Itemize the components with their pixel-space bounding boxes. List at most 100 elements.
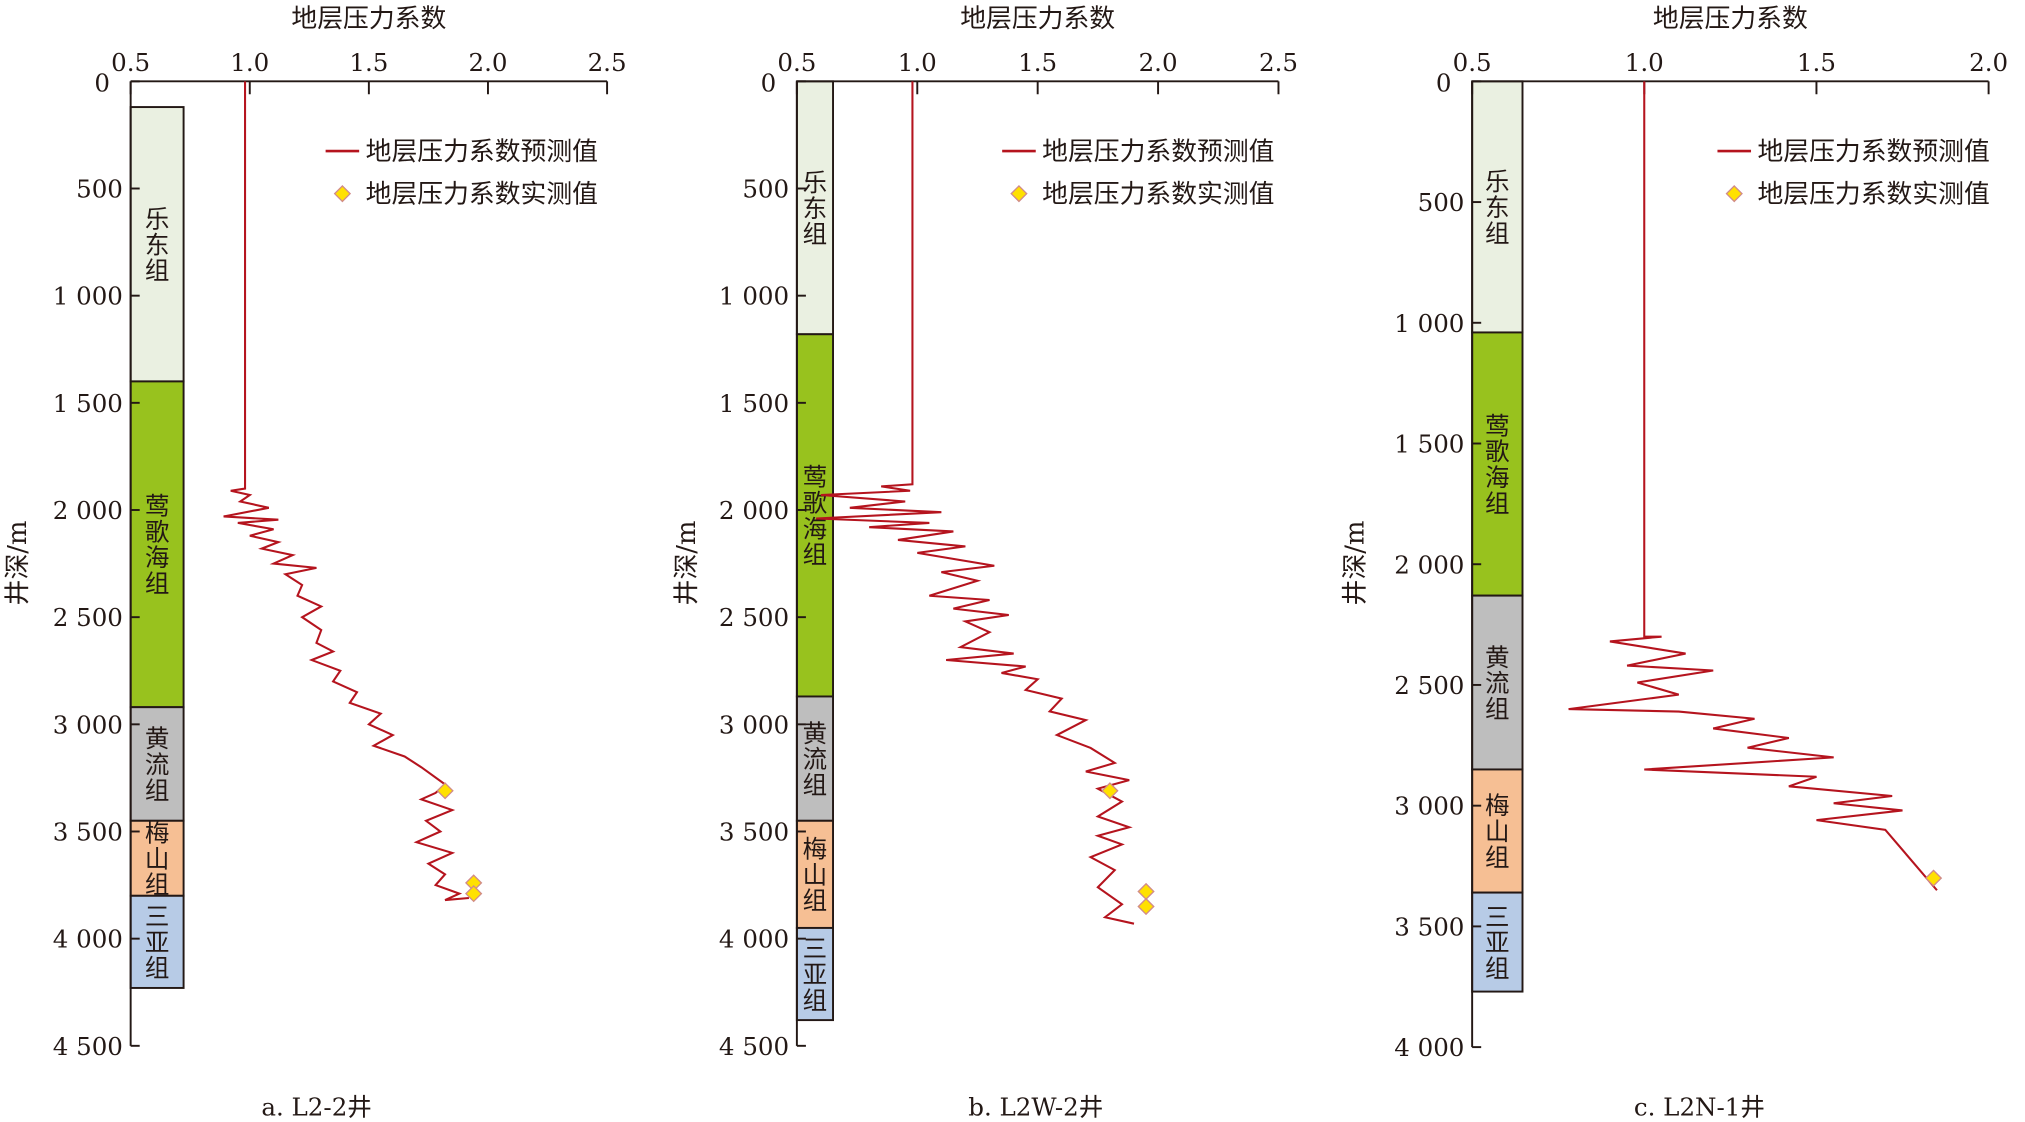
formation-label: 三亚组	[145, 902, 170, 983]
y-tick-label: 500	[76, 175, 123, 204]
formation-label: 梅山组	[1485, 791, 1510, 872]
formation-label-char: 组	[145, 569, 170, 598]
x-tick-label: 2.5	[1259, 48, 1298, 77]
formation-label-char: 组	[1485, 843, 1510, 872]
legend-measured-label: 地层压力系数实测值	[366, 180, 598, 210]
x-tick-label: 0.5	[111, 48, 150, 77]
x-axis-title: 地层压力系数	[960, 4, 1115, 34]
y-tick-label: 4 500	[719, 1032, 789, 1061]
formation-block	[795, 80, 835, 336]
x-axis-title: 地层压力系数	[291, 4, 446, 34]
formation-block	[129, 380, 185, 709]
x-tick-label: 1.5	[1797, 48, 1836, 77]
formation-label-char: 歌	[1485, 437, 1510, 466]
formation-label-char: 组	[803, 540, 828, 569]
formation-label: 莺歌海组	[803, 463, 828, 569]
legend-measured-label: 地层压力系数实测值	[1757, 180, 1989, 210]
y-tick-label: 4 000	[1394, 1033, 1464, 1062]
formation-label-char: 东	[1485, 193, 1510, 222]
formation-label-char: 东	[145, 230, 170, 259]
formation-label-char: 山	[145, 844, 170, 873]
formation-label-char: 流	[1485, 669, 1510, 698]
y-tick-label: 3 000	[719, 710, 789, 739]
panel-caption: b. L2W-2井	[968, 1093, 1103, 1122]
formation-label-char: 三	[145, 902, 170, 931]
y-tick-label: 1 500	[53, 389, 123, 418]
y-tick-label: 4 500	[53, 1032, 123, 1061]
measured-point	[1924, 869, 1943, 887]
formation-label-char: 组	[1485, 954, 1510, 983]
y-tick-label: 1 000	[53, 282, 123, 311]
formation-label-char: 莺	[1485, 411, 1510, 440]
formation-label-char: 组	[803, 886, 828, 915]
formation-label-char: 亚	[145, 928, 170, 957]
formation-label: 乐东组	[803, 168, 828, 249]
formation-label-char: 组	[1485, 489, 1510, 518]
y-tick-label: 1 500	[719, 389, 789, 418]
formation-label: 三亚组	[1485, 902, 1510, 983]
formation-label-char: 黄	[145, 724, 170, 753]
formation-label-char: 三	[803, 934, 828, 963]
formation-label-char: 流	[145, 750, 170, 779]
formation-label: 黄流组	[145, 724, 170, 805]
y-tick-label: 3 000	[53, 710, 123, 739]
x-tick-label: 2.0	[1139, 48, 1178, 77]
formation-label-char: 组	[803, 986, 828, 1015]
formation-block	[795, 819, 835, 929]
formation-label-char: 乐	[803, 168, 828, 197]
measured-point	[1101, 782, 1119, 800]
panel-caption: a. L2-2井	[261, 1093, 371, 1122]
formation-label-char: 东	[803, 194, 828, 223]
formation-block	[795, 695, 835, 822]
formation-label: 三亚组	[803, 934, 828, 1015]
formation-label: 黄流组	[1485, 643, 1510, 724]
predicted-series-line	[1568, 81, 1938, 891]
formation-label: 莺歌海组	[145, 492, 170, 598]
formation-label: 乐东组	[1485, 167, 1510, 248]
measured-point	[1137, 897, 1155, 916]
y-tick-label: 0	[94, 69, 110, 98]
formation-block	[1471, 331, 1524, 597]
y-tick-label: 1 000	[1394, 309, 1464, 338]
formation-label-char: 组	[145, 776, 170, 805]
formation-label-char: 黄	[1485, 643, 1510, 672]
formation-block	[795, 333, 835, 698]
y-tick-label: 3 000	[1394, 792, 1464, 821]
legend-predicted-label: 地层压力系数预测值	[1757, 137, 1989, 167]
formation-label: 莺歌海组	[1485, 411, 1510, 517]
y-tick-label: 2 500	[53, 603, 123, 632]
formation-label-char: 组	[1485, 219, 1510, 248]
formation-block	[129, 819, 185, 897]
formation-block	[1471, 594, 1524, 771]
formation-label: 黄流组	[803, 719, 828, 800]
y-tick-label: 500	[1418, 188, 1465, 217]
measured-point	[465, 884, 483, 903]
formation-label-char: 海	[145, 543, 170, 572]
x-tick-label: 2.0	[1969, 48, 2008, 77]
formation-label-char: 山	[803, 860, 828, 889]
y-tick-label: 4 000	[719, 925, 789, 954]
legend-predicted-label: 地层压力系数预测值	[1042, 137, 1274, 167]
formation-block	[795, 926, 835, 1022]
y-tick-label: 2 000	[719, 496, 789, 525]
x-tick-label: 1.5	[1018, 48, 1057, 77]
formation-label-char: 组	[145, 954, 170, 983]
legend-diamond-icon	[333, 185, 352, 203]
y-tick-label: 2 000	[1394, 550, 1464, 579]
formation-label-char: 山	[1485, 817, 1510, 846]
formation-label-char: 组	[145, 870, 170, 899]
measured-point	[1137, 882, 1155, 901]
x-axis-title: 地层压力系数	[1653, 4, 1808, 34]
legend-predicted-label: 地层压力系数预测值	[366, 137, 598, 167]
legend-measured-label: 地层压力系数实测值	[1042, 180, 1274, 210]
x-tick-label: 1.5	[349, 48, 388, 77]
legend-diamond-icon	[1725, 185, 1743, 203]
y-axis-title: 井深/m	[1341, 521, 1371, 606]
y-tick-label: 2 000	[53, 496, 123, 525]
formation-block	[1471, 891, 1524, 993]
y-tick-label: 2 500	[719, 603, 789, 632]
formation-label-char: 流	[803, 745, 828, 774]
